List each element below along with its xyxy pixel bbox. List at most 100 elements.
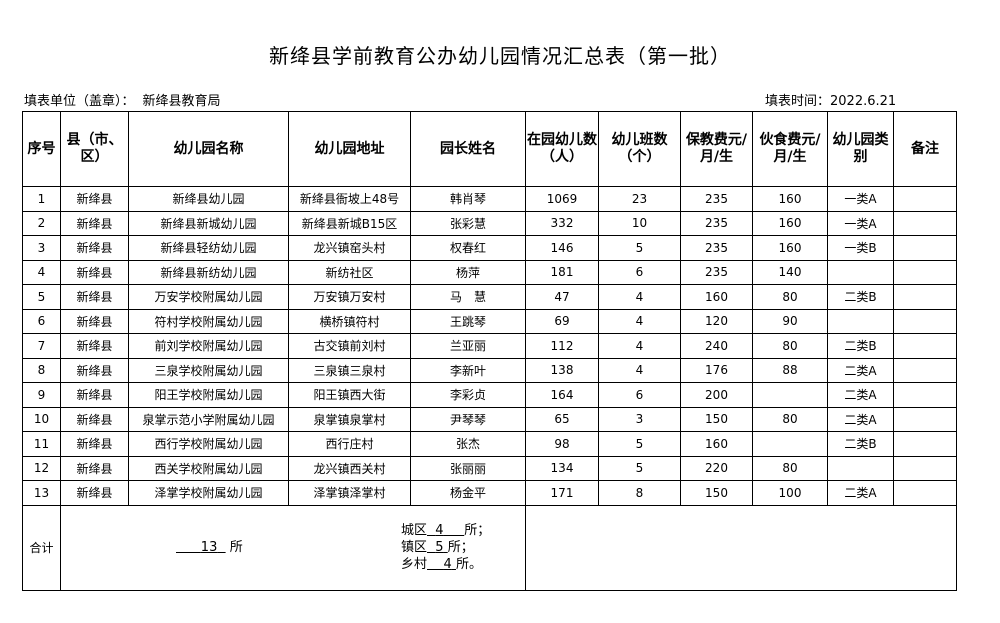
enrollment-cell: 65 (525, 406, 599, 432)
total-count-value: 13 (200, 540, 218, 555)
category-cell: 二类B (827, 431, 894, 457)
index-cell: 4 (22, 259, 61, 285)
classes-cell: 5 (598, 455, 681, 481)
classes-cell: 5 (598, 235, 681, 261)
remarks-cell (893, 431, 957, 457)
classes-cell: 23 (598, 186, 681, 212)
address-cell: 西行庄村 (288, 431, 411, 457)
meal-fee-cell: 140 (752, 259, 828, 285)
remarks-cell (893, 210, 957, 236)
county-cell: 新绛县 (60, 284, 129, 310)
tuition-fee-cell: 200 (680, 382, 753, 408)
column-header: 县（市、区） (60, 111, 129, 187)
classes-cell: 4 (598, 284, 681, 310)
category-cell: 一类A (827, 186, 894, 212)
county-cell: 新绛县 (60, 186, 129, 212)
filling-unit-value: 新绛县教育局 (142, 94, 221, 109)
column-header: 幼儿园名称 (128, 111, 289, 187)
meal-fee-cell: 160 (752, 186, 828, 212)
meal-fee-cell: 88 (752, 357, 828, 383)
meal-fee-cell: 80 (752, 333, 828, 359)
classes-cell: 3 (598, 406, 681, 432)
remarks-cell (893, 186, 957, 212)
classes-cell: 4 (598, 308, 681, 334)
category-cell: 二类A (827, 382, 894, 408)
index-cell: 8 (22, 357, 61, 383)
table-row: 12 新绛县 西关学校附属幼儿园 龙兴镇西关村 张丽丽 134 5 220 80 (22, 455, 957, 481)
enrollment-cell: 146 (525, 235, 599, 261)
remarks-cell (893, 357, 957, 383)
column-header: 园长姓名 (410, 111, 526, 187)
column-header: 保教费元/月/生 (680, 111, 753, 187)
kindergarten-name-cell: 阳王学校附属幼儿园 (128, 382, 289, 408)
index-cell: 11 (22, 431, 61, 457)
address-cell: 三泉镇三泉村 (288, 357, 411, 383)
principal-cell: 张彩慧 (410, 210, 526, 236)
category-cell (827, 455, 894, 481)
meal-fee-cell: 80 (752, 284, 828, 310)
category-cell (827, 308, 894, 334)
remarks-cell (893, 235, 957, 261)
enrollment-cell: 134 (525, 455, 599, 481)
county-cell: 新绛县 (60, 235, 129, 261)
enrollment-cell: 98 (525, 431, 599, 457)
category-cell: 一类B (827, 235, 894, 261)
principal-cell: 杨萍 (410, 259, 526, 285)
category-cell (827, 259, 894, 285)
principal-cell: 马 慧 (410, 284, 526, 310)
county-cell: 新绛县 (60, 455, 129, 481)
category-cell: 一类A (827, 210, 894, 236)
remarks-cell (893, 480, 957, 506)
address-cell: 新绛县新城B15区 (288, 210, 411, 236)
principal-cell: 兰亚丽 (410, 333, 526, 359)
address-cell: 万安镇万安村 (288, 284, 411, 310)
category-cell: 二类B (827, 284, 894, 310)
principal-cell: 权春红 (410, 235, 526, 261)
county-cell: 新绛县 (60, 259, 129, 285)
tuition-fee-cell: 220 (680, 455, 753, 481)
index-cell: 13 (22, 480, 61, 506)
principal-cell: 李新叶 (410, 357, 526, 383)
principal-cell: 李彩贞 (410, 382, 526, 408)
kindergarten-name-cell: 三泉学校附属幼儿园 (128, 357, 289, 383)
principal-cell: 张杰 (410, 431, 526, 457)
county-cell: 新绛县 (60, 382, 129, 408)
table-row: 11 新绛县 西行学校附属幼儿园 西行庄村 张杰 98 5 160 二类B (22, 431, 957, 457)
address-cell: 龙兴镇窑头村 (288, 235, 411, 261)
kindergarten-name-cell: 前刘学校附属幼儿园 (128, 333, 289, 359)
county-cell: 新绛县 (60, 431, 129, 457)
tuition-fee-cell: 120 (680, 308, 753, 334)
table-row: 13 新绛县 泽掌学校附属幼儿园 泽掌镇泽掌村 杨金平 171 8 150 100 二类A (22, 480, 957, 506)
enrollment-cell: 164 (525, 382, 599, 408)
category-cell: 二类A (827, 357, 894, 383)
kindergarten-name-cell: 新绛县幼儿园 (128, 186, 289, 212)
category-cell: 二类A (827, 480, 894, 506)
kindergarten-name-cell: 符村学校附属幼儿园 (128, 308, 289, 334)
remarks-cell (893, 382, 957, 408)
table-row: 5 新绛县 万安学校附属幼儿园 万安镇万安村马 慧 47 4 160 80 二类B (22, 284, 957, 310)
page-title: 新绛县学前教育公办幼儿园情况汇总表（第一批） (269, 44, 731, 68)
table-row: 6 新绛县 符村学校附属幼儿园 横桥镇符村 王跳琴 69 4 120 90 (22, 308, 957, 334)
table-row: 3 新绛县 新绛县轻纺幼儿园 龙兴镇窑头村 权春红 146 5 235 160 一类B (22, 235, 957, 261)
kindergarten-name-cell: 新绛县轻纺幼儿园 (128, 235, 289, 261)
meal-fee-cell (752, 431, 828, 457)
principal-cell: 张丽丽 (410, 455, 526, 481)
column-header: 幼儿班数（个） (598, 111, 681, 187)
index-cell: 12 (22, 455, 61, 481)
county-cell: 新绛县 (60, 357, 129, 383)
county-cell: 新绛县 (60, 406, 129, 432)
principal-cell: 王跳琴 (410, 308, 526, 334)
tuition-fee-cell: 160 (680, 431, 753, 457)
county-cell: 新绛县 (60, 480, 129, 506)
tuition-fee-cell: 150 (680, 406, 753, 432)
tuition-fee-cell: 240 (680, 333, 753, 359)
category-cell: 二类A (827, 406, 894, 432)
county-cell: 新绛县 (60, 308, 129, 334)
tuition-fee-cell: 160 (680, 284, 753, 310)
index-cell: 1 (22, 186, 61, 212)
classes-cell: 6 (598, 259, 681, 285)
county-cell: 新绛县 (60, 210, 129, 236)
classes-cell: 8 (598, 480, 681, 506)
tuition-fee-cell: 150 (680, 480, 753, 506)
kindergarten-table: 序号 县（市、区） 幼儿园名称 幼儿园地址 园长姓名 在园幼儿数（人） 幼儿班数（个） 保教费… (22, 111, 957, 591)
